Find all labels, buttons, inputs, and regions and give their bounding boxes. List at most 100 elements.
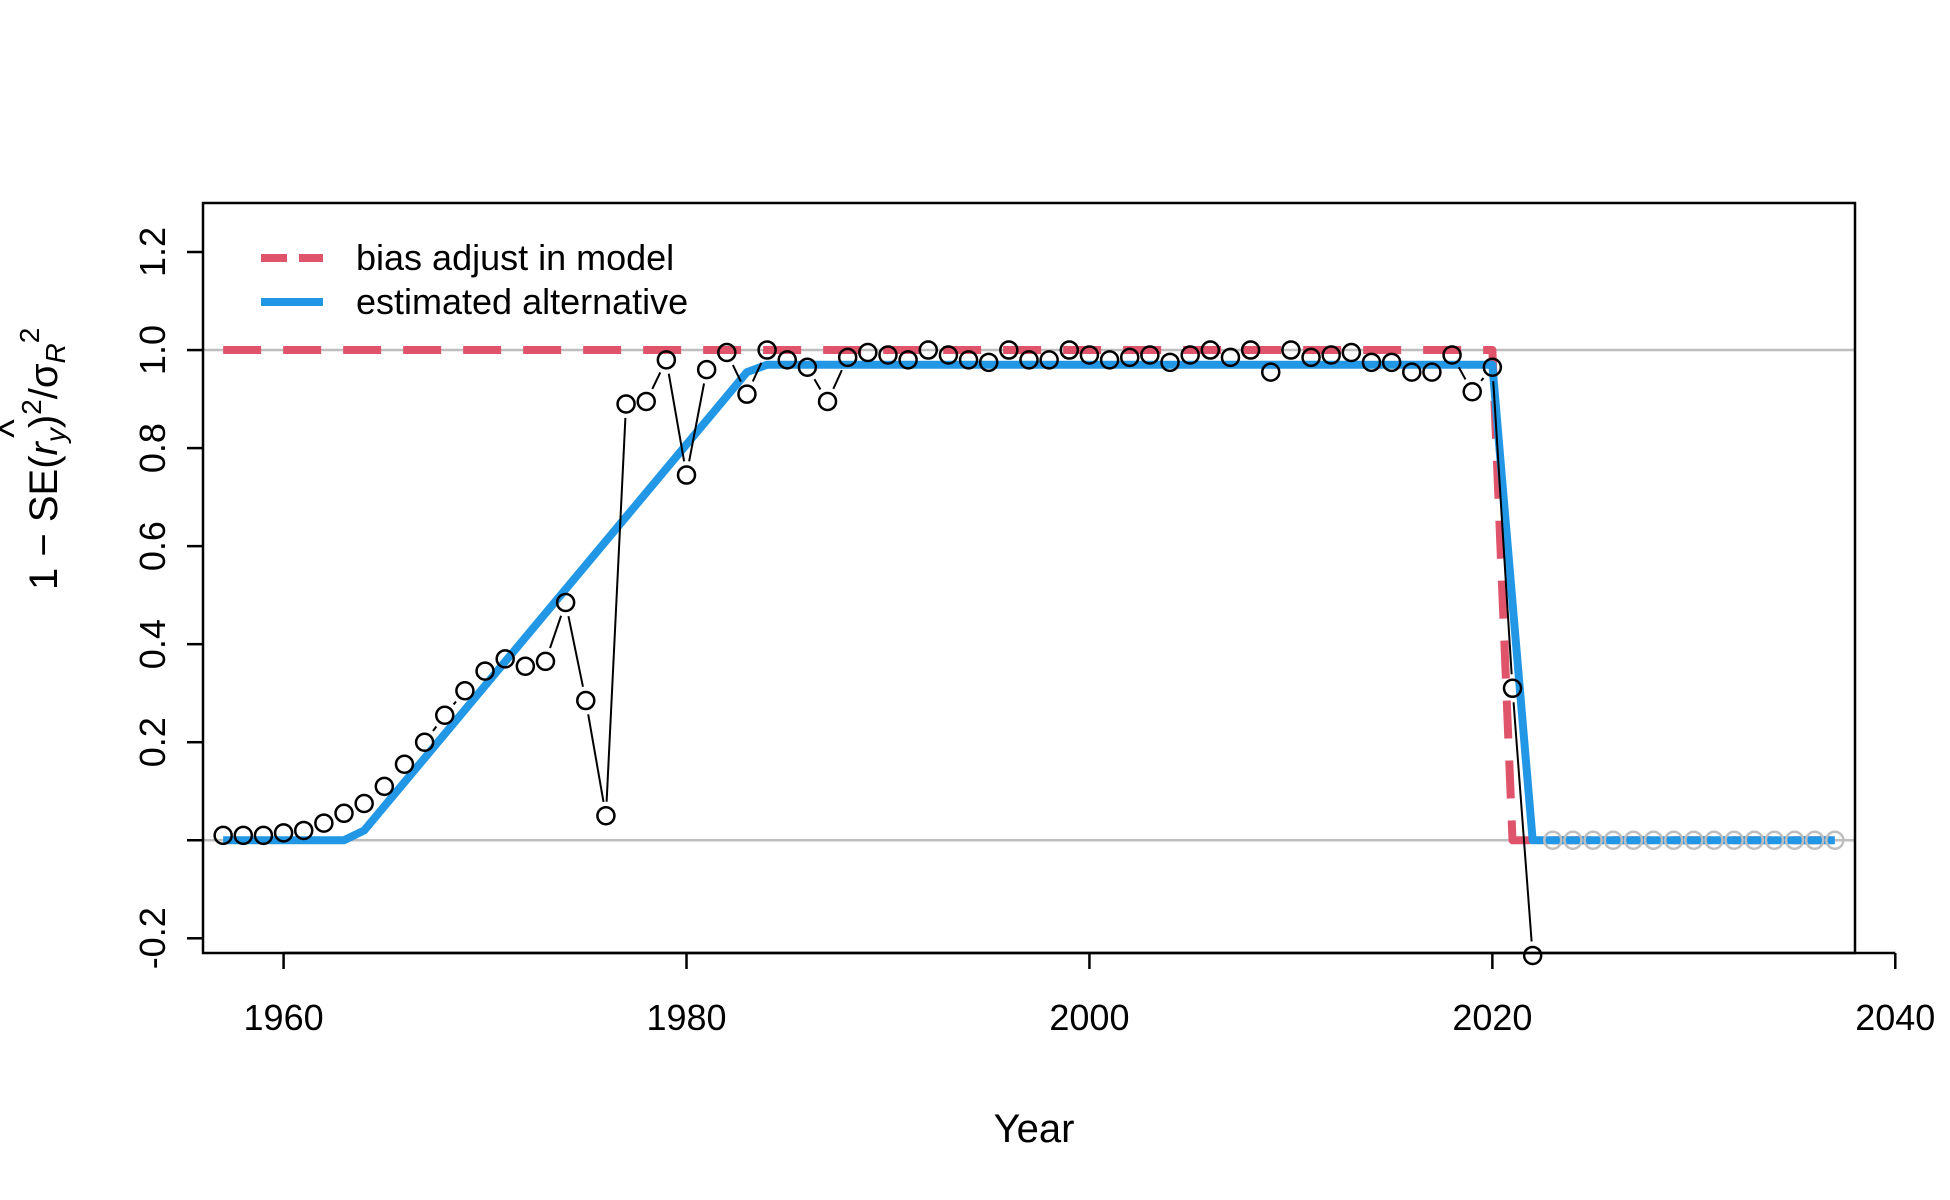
forecast-point bbox=[1603, 830, 1623, 851]
data-point bbox=[1039, 350, 1059, 370]
data-point bbox=[394, 754, 415, 775]
x-tick-label: 2020 bbox=[1452, 997, 1532, 1038]
data-point bbox=[435, 705, 455, 726]
series-line-estimated bbox=[223, 360, 1835, 845]
series-lines bbox=[223, 346, 1835, 845]
data-point bbox=[837, 347, 858, 368]
y-tick-label: -0.2 bbox=[132, 907, 173, 969]
y-tick-label: 0.4 bbox=[132, 619, 173, 669]
data-point bbox=[656, 350, 677, 370]
data-points bbox=[213, 340, 1543, 966]
data-point bbox=[555, 592, 576, 613]
data-point bbox=[1140, 345, 1160, 365]
y-tick-label: 0.8 bbox=[132, 423, 173, 473]
data-point bbox=[999, 340, 1019, 360]
x-tick-label: 2000 bbox=[1049, 997, 1129, 1038]
forecast-points bbox=[1543, 830, 1845, 851]
point-connector-segment bbox=[1480, 377, 1485, 382]
forecast-point bbox=[1583, 830, 1603, 851]
point-connector-segment bbox=[432, 725, 438, 732]
data-point bbox=[293, 820, 314, 841]
data-point bbox=[213, 825, 233, 846]
data-point bbox=[938, 345, 959, 365]
data-point bbox=[233, 825, 254, 846]
data-point bbox=[253, 825, 274, 846]
point-connector-segment bbox=[587, 714, 605, 803]
data-point bbox=[1220, 347, 1241, 368]
y-tick-label: 1.2 bbox=[132, 227, 173, 277]
point-connector-segment bbox=[651, 372, 662, 390]
data-point bbox=[1281, 340, 1301, 360]
point-connector-segment bbox=[452, 700, 457, 706]
x-tick-label: 1980 bbox=[646, 997, 726, 1038]
data-point bbox=[576, 690, 596, 711]
forecast-point bbox=[1804, 830, 1825, 851]
point-connector-segment bbox=[1492, 381, 1513, 675]
data-point bbox=[1522, 945, 1543, 966]
forecast-point bbox=[1643, 830, 1664, 851]
data-point bbox=[1321, 345, 1341, 365]
data-point bbox=[1261, 362, 1281, 382]
data-point bbox=[475, 661, 495, 681]
data-point bbox=[1180, 345, 1200, 365]
point-connector-segment bbox=[667, 373, 686, 462]
data-point bbox=[334, 803, 354, 824]
data-point bbox=[1200, 340, 1221, 360]
data-point bbox=[374, 776, 395, 797]
legend-label: estimated alternative bbox=[356, 281, 688, 322]
point-connector-segment bbox=[832, 369, 843, 390]
data-point bbox=[1381, 352, 1402, 373]
x-tick-label: 1960 bbox=[244, 997, 324, 1038]
data-point bbox=[797, 357, 818, 377]
data-point bbox=[696, 359, 717, 380]
data-point bbox=[978, 352, 999, 373]
legend-label: bias adjust in model bbox=[356, 237, 674, 278]
forecast-point bbox=[1704, 830, 1724, 851]
point-connector-segment bbox=[549, 615, 563, 649]
point-connector-segment bbox=[1457, 366, 1467, 380]
data-point bbox=[1462, 381, 1482, 402]
data-point bbox=[898, 350, 918, 370]
point-connector-segment bbox=[605, 417, 627, 802]
x-tick-label: 2040 bbox=[1855, 997, 1935, 1038]
data-point bbox=[858, 342, 878, 363]
data-point bbox=[1099, 350, 1120, 370]
data-point bbox=[314, 813, 334, 833]
forecast-point bbox=[1663, 830, 1684, 851]
data-point bbox=[878, 345, 898, 365]
data-point bbox=[273, 823, 294, 843]
data-point bbox=[737, 384, 757, 404]
data-point bbox=[1240, 340, 1261, 360]
y-axis-title: 1 − SE(ry)2/σR2 ^ bbox=[0, 328, 71, 590]
data-point bbox=[455, 680, 475, 701]
data-point bbox=[1019, 350, 1039, 370]
data-point bbox=[1079, 345, 1100, 365]
data-point bbox=[1361, 352, 1382, 373]
data-point bbox=[676, 465, 697, 485]
reference-lines bbox=[203, 348, 1855, 842]
forecast-point bbox=[1825, 830, 1845, 851]
data-point bbox=[1442, 345, 1462, 365]
data-point bbox=[596, 805, 616, 826]
forecast-point bbox=[1623, 830, 1644, 851]
data-point bbox=[1422, 362, 1442, 382]
forecast-point bbox=[1784, 830, 1805, 851]
x-axis-title: Year bbox=[994, 1107, 1075, 1151]
forecast-point bbox=[1724, 830, 1744, 851]
forecast-point bbox=[1764, 830, 1785, 851]
forecast-point bbox=[1744, 830, 1765, 851]
data-point bbox=[414, 732, 435, 752]
point-connector-segment bbox=[751, 362, 763, 382]
x-axis: 1960 1980 2000 2020 2040 bbox=[244, 951, 1935, 1038]
data-point bbox=[1160, 352, 1180, 373]
data-point bbox=[1059, 340, 1080, 360]
point-connector-segment bbox=[813, 378, 822, 390]
y-tick-label: 0.2 bbox=[132, 717, 173, 767]
data-point bbox=[717, 342, 737, 363]
data-point bbox=[1482, 357, 1503, 377]
y-tick-label: 1.0 bbox=[132, 325, 173, 375]
y-axis: -0.2 0.2 0.4 0.6 0.8 1.0 1.2 bbox=[132, 227, 203, 969]
y-axis-title-text: 1 − SE(ry)2/σR2 bbox=[14, 328, 71, 590]
point-connector-segment bbox=[688, 383, 706, 462]
